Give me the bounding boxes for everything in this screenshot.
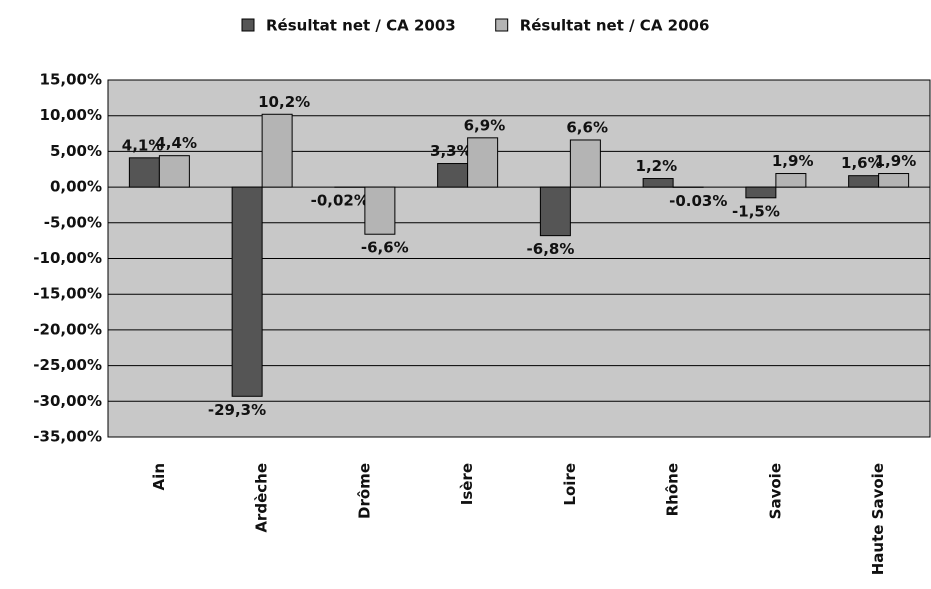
y-tick-label: -35,00%	[33, 428, 102, 446]
value-label: -0,02%	[311, 192, 369, 210]
bar	[848, 175, 880, 188]
legend-swatch	[495, 18, 509, 32]
x-tick-label: Ain	[150, 463, 168, 490]
value-label: -1,5%	[732, 202, 780, 220]
value-label: 4,4%	[155, 134, 197, 152]
bar	[437, 163, 469, 188]
value-label: 10,2%	[258, 93, 310, 111]
x-tick-label: Ardèche	[253, 463, 271, 533]
bar	[775, 173, 807, 188]
value-label: 1,6%	[841, 154, 883, 172]
value-label: -29,3%	[208, 401, 266, 419]
bar	[261, 113, 293, 188]
value-label: -6,8%	[527, 240, 575, 258]
legend-swatch	[241, 18, 255, 32]
y-tick-label: -20,00%	[33, 320, 102, 338]
y-tick-label: -30,00%	[33, 392, 102, 410]
bar	[878, 173, 910, 188]
x-tick-label: Drôme	[355, 463, 373, 519]
value-label: 6,9%	[464, 116, 506, 134]
y-tick-label: -15,00%	[33, 285, 102, 303]
y-tick-label: -5,00%	[44, 213, 102, 231]
x-tick-label: Haute Savoie	[869, 463, 887, 575]
y-tick-label: 0,00%	[50, 178, 102, 196]
bar	[569, 139, 601, 188]
bar	[128, 157, 160, 188]
value-label: 1,9%	[772, 152, 814, 170]
y-tick-label: -25,00%	[33, 356, 102, 374]
bar	[231, 186, 263, 397]
x-tick-label: Rhône	[664, 463, 682, 516]
x-tick-label: Loire	[561, 463, 579, 506]
x-tick-label: Savoie	[766, 463, 784, 519]
bar	[467, 137, 499, 188]
value-label: 3,3%	[430, 142, 472, 160]
y-tick-label: -10,00%	[33, 249, 102, 267]
value-label: -0.03%	[669, 192, 727, 210]
value-label: 1,2%	[636, 157, 678, 175]
bar	[745, 186, 777, 199]
value-label: 4,1%	[122, 136, 164, 154]
y-tick-label: 10,00%	[40, 106, 102, 124]
y-tick-label: 5,00%	[50, 142, 102, 160]
value-label: 1,9%	[875, 152, 917, 170]
bar	[364, 186, 396, 235]
bar	[158, 155, 190, 188]
value-label: -6,6%	[361, 239, 409, 257]
x-tick-label: Isère	[458, 463, 476, 505]
bar	[642, 178, 674, 188]
y-tick-label: 15,00%	[40, 71, 102, 89]
value-label: 6,6%	[566, 118, 608, 136]
legend-label: Résultat net / CA 2006	[520, 17, 710, 35]
legend-label: Résultat net / CA 2003	[266, 17, 456, 35]
bar	[539, 186, 571, 237]
